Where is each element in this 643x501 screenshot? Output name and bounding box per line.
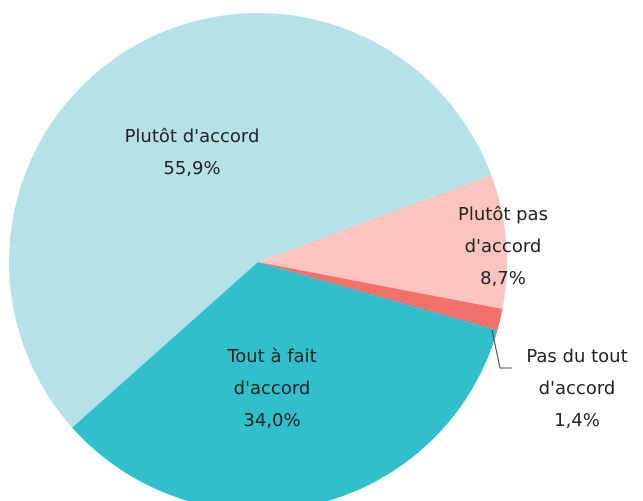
pie-slice <box>258 262 503 331</box>
slice-label: Plutôt pas d'accord 8,7% <box>443 199 563 295</box>
label-name: Plutôt d'accord <box>124 126 260 147</box>
label-value: 34,0% <box>243 410 301 431</box>
label-name: Pas du tout d'accord <box>526 346 628 399</box>
pie-slice <box>258 174 507 309</box>
pie-slice <box>72 262 498 501</box>
slice-label: Tout à fait d'accord 34,0% <box>207 341 337 437</box>
label-name: Tout à fait d'accord <box>227 346 317 399</box>
label-value: 55,9% <box>163 158 221 179</box>
label-name: Plutôt pas d'accord <box>458 204 548 257</box>
leader-line <box>491 329 512 369</box>
slice-label: Pas du tout d'accord 1,4% <box>512 341 642 437</box>
slice-label: Plutôt d'accord 55,9% <box>92 121 292 185</box>
label-value: 8,7% <box>480 268 526 289</box>
pie-slice <box>9 13 492 428</box>
label-value: 1,4% <box>554 410 600 431</box>
